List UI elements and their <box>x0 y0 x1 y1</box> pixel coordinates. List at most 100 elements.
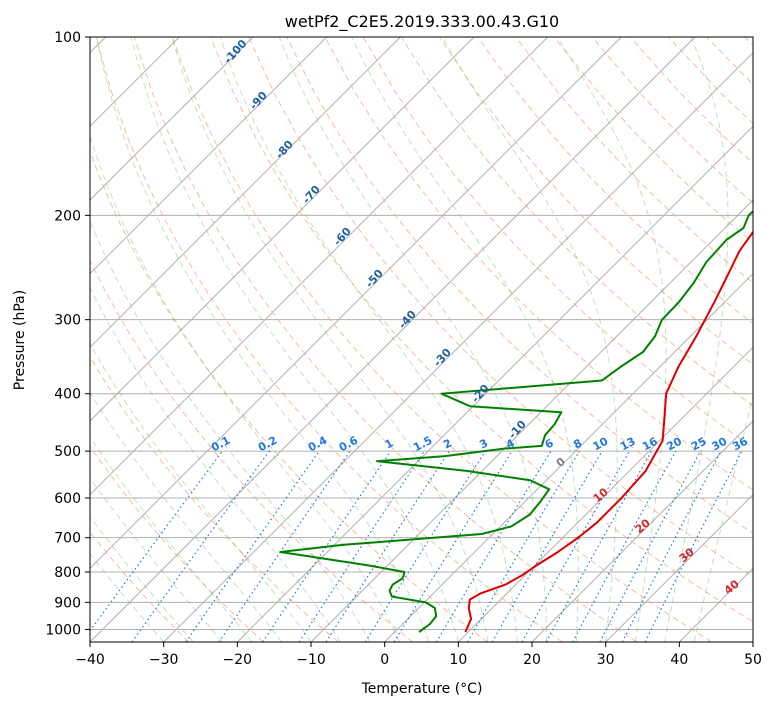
mixing-ratio-label: 30 <box>710 435 730 454</box>
isotherm-line <box>605 493 753 642</box>
mixing-ratio-line <box>90 450 223 632</box>
x-tick-label: 40 <box>670 652 688 668</box>
moist-adiabat-line <box>90 553 165 642</box>
x-tick-label: −30 <box>149 652 179 668</box>
isotherm-line <box>90 37 696 642</box>
dry-adiabat-line <box>248 37 753 578</box>
y-tick-label: 400 <box>54 387 81 403</box>
moist-adiabat-line <box>664 37 729 642</box>
dry-adiabat-label: -80 <box>273 138 296 162</box>
moist-adiabat-line <box>278 37 548 642</box>
dry-adiabat-line <box>210 37 753 623</box>
dry-adiabat-line <box>477 37 753 325</box>
isotherm-line <box>163 51 753 642</box>
mixing-ratio-line <box>218 450 351 642</box>
x-tick-label: −40 <box>75 652 105 668</box>
dry-adiabat-line <box>324 37 753 491</box>
dry-adiabat-line <box>744 37 753 46</box>
mixing-ratio-line <box>521 450 631 642</box>
isotherm-line <box>90 37 622 570</box>
moist-adiabat-line <box>90 477 223 642</box>
moist-adiabat-label: 0 <box>554 455 568 470</box>
mixing-ratio-line <box>393 450 513 642</box>
moist-adiabat-line <box>90 436 253 642</box>
isotherm-line <box>90 37 549 496</box>
dry-adiabat-line <box>90 149 488 642</box>
mixing-ratio-line <box>435 450 552 642</box>
moist-adiabat-line <box>90 219 371 642</box>
mixing-ratio-label: 36 <box>730 435 750 454</box>
mixing-ratio-label: 10 <box>591 435 611 454</box>
x-tick-label: −10 <box>296 652 326 668</box>
y-tick-label: 1000 <box>45 622 81 638</box>
mixing-ratio-line <box>298 450 425 642</box>
dry-adiabat-line <box>171 37 712 642</box>
mixing-ratio-line <box>572 450 677 642</box>
moist-adiabat-line <box>90 286 341 642</box>
plot-area <box>90 37 753 642</box>
y-tick-label: 800 <box>54 565 81 581</box>
x-tick-label: 50 <box>744 652 762 668</box>
mixing-ratio-label: 3 <box>477 436 490 451</box>
dry-adiabat-line <box>286 37 753 534</box>
dry-adiabat-label: -20 <box>469 382 492 406</box>
moist-adiabat-label: 40 <box>722 577 742 597</box>
y-tick-label: 100 <box>54 30 81 46</box>
dry-adiabat-label: -70 <box>300 183 323 207</box>
mixing-ratio-line <box>466 450 580 642</box>
dry-adiabat-line <box>515 37 753 284</box>
y-tick-label: 300 <box>54 313 81 329</box>
mixing-ratio-label: 25 <box>689 435 709 454</box>
isotherm-line <box>90 37 475 422</box>
dry-adiabat-label: -30 <box>431 346 454 370</box>
dry-adiabat-line <box>553 37 753 244</box>
dry-adiabat-line <box>706 37 753 86</box>
mixing-ratio-line <box>364 450 486 642</box>
y-tick-label: 900 <box>54 595 81 611</box>
isotherm-line <box>752 641 753 642</box>
mixing-ratio-label: 20 <box>664 435 684 454</box>
x-tick-label: 0 <box>380 652 389 668</box>
dry-adiabat-label: -40 <box>396 308 419 332</box>
moist-adiabat-line <box>442 37 618 642</box>
moist-adiabat-line <box>219 37 518 642</box>
dry-adiabat-line <box>90 531 190 642</box>
dry-adiabat-line <box>133 37 638 642</box>
mixing-ratio-label: 2 <box>441 436 454 451</box>
dry-adiabat-label: -90 <box>247 89 270 113</box>
moist-adiabat-line <box>90 134 400 642</box>
plot-frame <box>89 36 754 643</box>
y-tick-label: 500 <box>54 444 81 460</box>
isotherm-line <box>236 125 753 642</box>
moist-adiabat-line <box>693 393 753 642</box>
x-tick-label: −20 <box>223 652 253 668</box>
isotherm-line <box>90 37 401 349</box>
isotherm-line <box>90 37 328 275</box>
mixing-ratio-line <box>262 450 392 642</box>
x-axis-label: Temperature (°C) <box>361 681 483 697</box>
mixing-ratio-line <box>185 450 320 642</box>
mixing-ratio-line <box>325 450 450 642</box>
moist-adiabat-line <box>90 515 194 642</box>
isotherm-line <box>531 420 753 642</box>
moist-adiabat-line <box>351 37 579 642</box>
dry-adiabat-label: -50 <box>363 267 386 291</box>
dry-adiabat-label: -60 <box>331 225 354 249</box>
moist-adiabat-line <box>96 37 430 642</box>
mixing-ratio-line <box>644 450 743 642</box>
isotherm-line <box>90 37 254 201</box>
moist-adiabat-label: 30 <box>677 545 697 565</box>
dry-adiabat-line <box>439 37 753 365</box>
dry-adiabat-line <box>90 259 414 642</box>
dry-adiabat-label: -100 <box>221 37 249 66</box>
dry-adiabat-line <box>95 37 563 642</box>
mixing-ratio-label: 6 <box>543 436 556 451</box>
y-axis-label: Pressure (hPa) <box>12 290 28 390</box>
mixing-ratio-line <box>545 450 653 642</box>
mixing-ratio-label: 13 <box>618 435 638 454</box>
moist-adiabat-line <box>171 37 489 642</box>
moist-adiabat-line <box>130 37 459 642</box>
moist-adiabat-line <box>557 37 667 642</box>
temperature-profile-line <box>464 230 753 633</box>
